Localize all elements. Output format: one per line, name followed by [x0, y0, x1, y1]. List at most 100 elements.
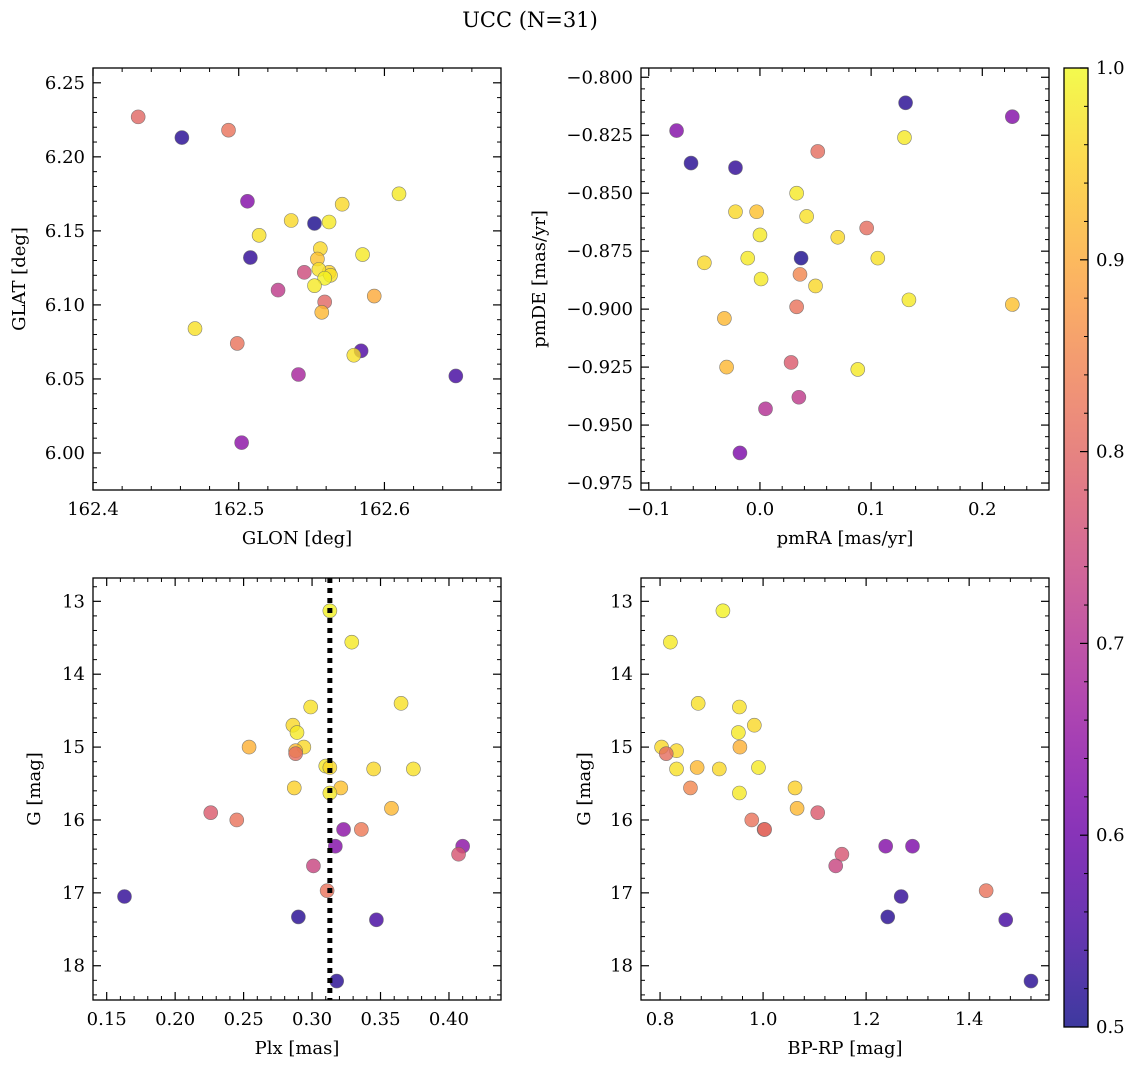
data-point	[354, 822, 369, 837]
scatter-panel-4: 0.8 1.0 1.2 1.4 13 14 15 16 17 18 BP-RP [mag] G [ma…	[574, 577, 1050, 1059]
data-point	[234, 435, 249, 450]
data-point	[828, 858, 844, 874]
data-point	[203, 805, 219, 820]
colorbar-gradient	[1064, 68, 1088, 1027]
data-point	[978, 883, 994, 898]
x-tick-label: 0.30	[292, 1009, 332, 1030]
figure-title: UCC (N=31)	[462, 8, 598, 32]
x-tick-label: 0.20	[155, 1009, 195, 1030]
data-point	[174, 130, 190, 145]
data-point	[130, 109, 146, 125]
x-tick-label: 1.2	[852, 1009, 881, 1030]
axes-frame	[640, 577, 1050, 1001]
y-tick-label: 6.05	[45, 369, 85, 390]
y-axis-label: pmDE [mas/yr]	[529, 210, 550, 348]
data-point	[683, 780, 698, 796]
data-point	[758, 401, 773, 417]
data-point	[893, 889, 909, 904]
x-tick-label: 0.0	[746, 499, 775, 520]
y-tick-label: 18	[610, 956, 633, 977]
colorbar: 0.5 0.6 0.7 0.8 0.9 1.0	[1063, 58, 1125, 1038]
data-point	[229, 812, 245, 828]
data-point	[998, 912, 1014, 928]
data-point	[317, 270, 332, 286]
colorbar-tick-label: 0.7	[1096, 633, 1125, 654]
data-point	[346, 347, 362, 363]
y-tick-label: 14	[610, 664, 633, 685]
data-point	[731, 725, 746, 740]
data-point	[715, 603, 731, 619]
data-point	[393, 696, 409, 711]
data-point	[334, 196, 350, 212]
data-point	[880, 909, 896, 925]
data-point	[744, 812, 760, 828]
y-tick-label: −0.850	[566, 183, 633, 204]
data-point	[391, 186, 407, 202]
y-axis-label: GLAT [deg]	[9, 227, 30, 331]
data-point	[1005, 297, 1020, 312]
data-point	[689, 760, 705, 775]
colorbar-frame	[1063, 67, 1089, 1028]
data-point	[286, 780, 302, 796]
y-tick-label: 13	[62, 591, 85, 612]
data-point	[753, 271, 769, 287]
y-tick-label: 13	[610, 591, 633, 612]
y-tick-label: 6.10	[45, 295, 85, 316]
data-point	[732, 739, 748, 755]
data-point	[187, 321, 203, 336]
data-point	[451, 846, 466, 862]
data-point	[898, 95, 913, 111]
data-point	[336, 822, 351, 837]
data-point	[406, 761, 421, 777]
y-tick-label: −0.950	[566, 415, 633, 436]
data-point	[1023, 973, 1039, 989]
data-point	[658, 746, 674, 761]
data-point	[221, 122, 236, 138]
data-point	[669, 123, 684, 138]
panels: 162.4 162.5 162.6 6.00 6.05 6.10 6.15 6.20 6.25 G…	[9, 67, 1050, 1059]
y-tick-label: 14	[62, 664, 85, 685]
data-point	[321, 214, 337, 230]
y-tick-label: −0.875	[566, 241, 633, 262]
data-point	[747, 717, 762, 733]
data-point	[793, 250, 809, 266]
data-point	[697, 255, 712, 271]
y-tick-label: 6.20	[45, 147, 85, 168]
data-point	[289, 725, 305, 740]
data-point	[728, 160, 743, 176]
y-tick-label: 16	[62, 810, 85, 831]
scatter-panel-2: −0.1 0.0 0.1 0.2 −0.975 −0.950 −0.925 −0.900 −0.…	[529, 67, 1050, 549]
axes-frame	[92, 67, 502, 491]
y-tick-label: −0.900	[566, 299, 633, 320]
data-point	[732, 445, 748, 461]
data-point	[799, 209, 814, 224]
data-point	[752, 227, 768, 243]
data-point	[243, 250, 258, 265]
data-point	[787, 780, 803, 796]
data-point	[683, 155, 699, 171]
y-tick-label: 15	[62, 737, 85, 758]
data-point	[905, 838, 920, 854]
x-tick-label: 0.15	[87, 1009, 127, 1030]
y-tick-label: 18	[62, 956, 85, 977]
y-tick-label: −0.975	[566, 473, 633, 494]
data-point	[810, 144, 826, 159]
data-point	[712, 761, 727, 777]
x-tick-label: 0.1	[857, 499, 886, 520]
colorbar-tick-label: 0.5	[1096, 1017, 1125, 1038]
y-tick-label: −0.825	[566, 125, 633, 146]
data-point	[789, 185, 804, 201]
x-tick-label: 0.40	[429, 1009, 469, 1030]
data-point	[808, 278, 823, 294]
data-point	[366, 761, 381, 777]
data-point	[792, 267, 808, 282]
data-point	[834, 846, 850, 862]
data-point	[1005, 109, 1020, 124]
x-tick-label: 162.4	[67, 499, 119, 520]
data-point	[789, 801, 805, 816]
x-tick-label: 1.0	[749, 1009, 778, 1030]
scatter-panel-1: 162.4 162.5 162.6 6.00 6.05 6.10 6.15 6.20 6.25 G…	[9, 67, 502, 549]
y-tick-label: 17	[62, 883, 85, 904]
data-point	[288, 746, 303, 761]
data-point	[732, 699, 747, 715]
